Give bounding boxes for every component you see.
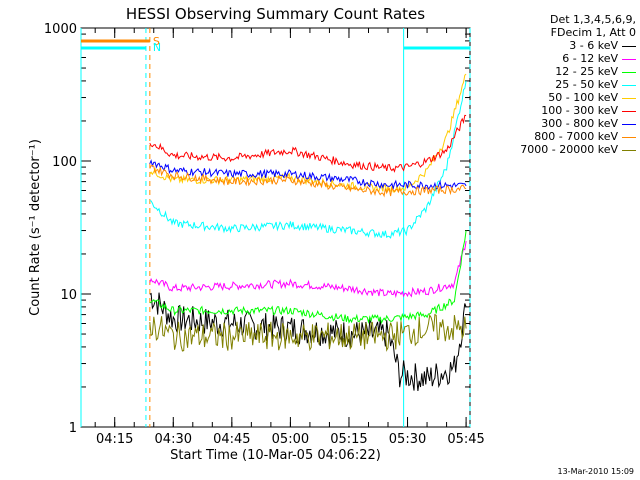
x-tick-label: 05:00	[272, 432, 309, 447]
annotation-label: S	[153, 35, 160, 48]
x-tick-label: 04:15	[96, 432, 133, 447]
series-line	[149, 230, 467, 325]
legend-label: 12 - 25 keV	[555, 65, 618, 78]
legend-entry: 25 - 50 keV	[555, 79, 636, 90]
legend-label: 7000 - 20000 keV	[520, 143, 618, 156]
legend-swatch	[622, 84, 636, 86]
legend-swatch	[622, 136, 636, 138]
legend-label: 800 - 7000 keV	[534, 130, 618, 143]
y-tick-label: 10	[60, 288, 77, 303]
legend-header: Det 1,3,4,5,6,9,	[549, 13, 636, 26]
legend-swatch	[622, 45, 636, 47]
legend-entry: 6 - 12 keV	[562, 53, 636, 64]
series-line	[149, 114, 467, 173]
legend-label: 3 - 6 keV	[569, 39, 618, 52]
legend-entry: 800 - 7000 keV	[534, 131, 636, 142]
y-tick-label: 100	[52, 155, 77, 170]
y-tick-label: 1000	[44, 22, 77, 37]
timestamp: 13-Mar-2010 15:09	[557, 467, 635, 476]
x-tick-label: 05:15	[330, 432, 367, 447]
series-line	[149, 313, 467, 352]
legend-label: 50 - 100 keV	[548, 91, 618, 104]
legend-swatch	[622, 123, 636, 125]
legend-entry: 300 - 800 keV	[541, 118, 636, 129]
legend-swatch	[622, 149, 636, 151]
legend-swatch	[622, 110, 636, 112]
y-axis-label: Count Rate (s⁻¹ detector⁻¹)	[28, 139, 43, 316]
legend-entry: 100 - 300 keV	[541, 105, 636, 116]
chart-title: HESSI Observing Summary Count Rates	[126, 5, 425, 23]
annotation-label: N	[153, 41, 161, 54]
legend-swatch	[622, 58, 636, 60]
series-line	[149, 241, 467, 299]
legend-entry: 3 - 6 keV	[569, 40, 636, 51]
legend-swatch	[622, 97, 636, 99]
legend-label: 6 - 12 keV	[562, 52, 618, 65]
series-line	[149, 80, 467, 239]
series-line	[149, 292, 467, 391]
legend-entry: 50 - 100 keV	[548, 92, 636, 103]
x-axis-label: Start Time (10-Mar-05 04:06:22)	[170, 448, 381, 463]
series-line	[149, 73, 467, 194]
series-line	[149, 164, 467, 198]
legend-header: FDecim 1, Att 0	[550, 26, 636, 39]
legend-entry: 12 - 25 keV	[555, 66, 636, 77]
legend-label: 100 - 300 keV	[541, 104, 618, 117]
x-tick-label: 04:30	[155, 432, 192, 447]
series-line	[149, 159, 467, 191]
x-tick-label: 05:45	[447, 432, 484, 447]
legend-swatch	[622, 71, 636, 73]
legend-label: 25 - 50 keV	[555, 78, 618, 91]
x-tick-label: 05:30	[389, 432, 426, 447]
legend-label: 300 - 800 keV	[541, 117, 618, 130]
legend-entry: 7000 - 20000 keV	[520, 144, 636, 155]
y-tick-label: 1	[69, 421, 77, 436]
x-tick-label: 04:45	[213, 432, 250, 447]
